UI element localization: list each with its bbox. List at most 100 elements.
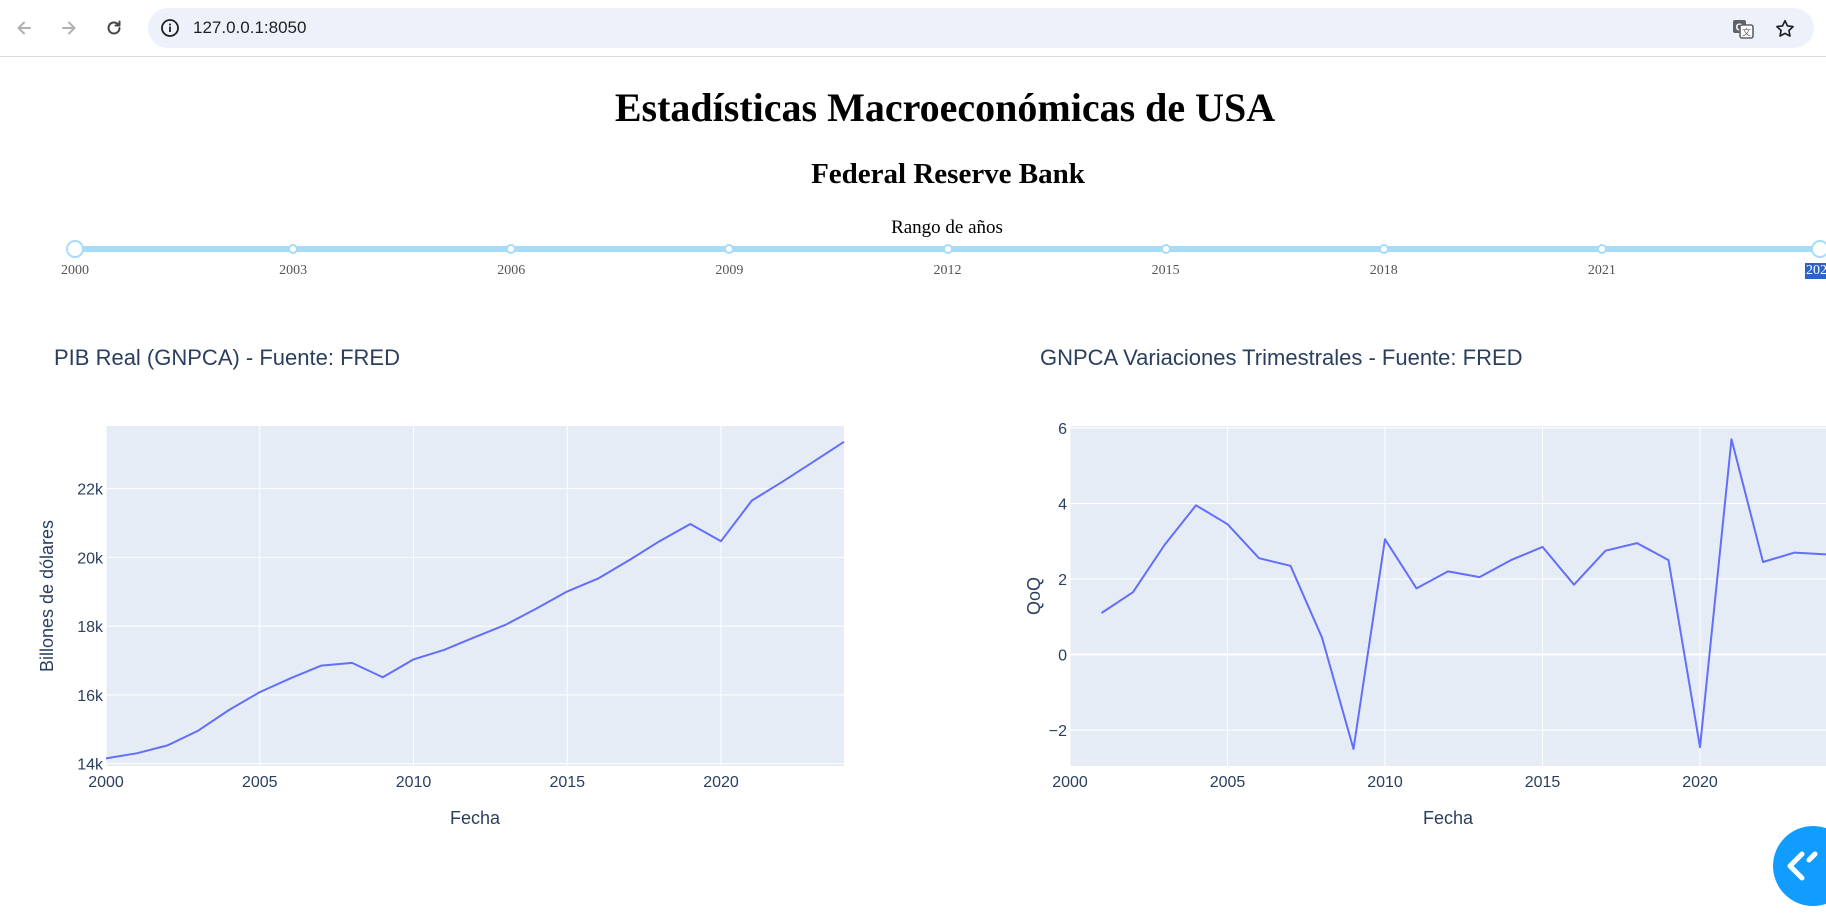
- slider-dot[interactable]: [506, 244, 517, 254]
- data-point[interactable]: [223, 704, 235, 716]
- data-point[interactable]: [1537, 541, 1549, 553]
- data-point[interactable]: [1159, 539, 1171, 551]
- slider-mark-label[interactable]: 2015: [1151, 263, 1180, 278]
- slider-mark-label[interactable]: 2009: [715, 263, 744, 278]
- series-line[interactable]: [1100, 438, 1826, 750]
- data-point[interactable]: [1568, 579, 1580, 591]
- forward-arrow-icon: [62, 21, 76, 35]
- site-info-button[interactable]: [158, 16, 182, 40]
- data-point[interactable]: [1285, 560, 1297, 572]
- chart-svg: GNPCA Variaciones Trimestrales - Fuente:…: [1024, 345, 1826, 828]
- bookmark-button[interactable]: [1772, 16, 1798, 42]
- back-button[interactable]: [8, 12, 40, 44]
- data-point[interactable]: [1631, 537, 1643, 549]
- slider-mark-label[interactable]: 2012: [933, 263, 962, 278]
- chevron-left-icon: [1787, 851, 1818, 881]
- data-point[interactable]: [1442, 565, 1454, 577]
- address-bar[interactable]: 127.0.0.1:8050 G 文: [148, 8, 1814, 48]
- data-point[interactable]: [715, 535, 727, 547]
- star-icon: [1776, 19, 1794, 37]
- data-point[interactable]: [346, 657, 358, 669]
- data-point[interactable]: [1127, 586, 1139, 598]
- page-subtitle: Federal Reserve Bank: [811, 158, 1085, 190]
- data-point[interactable]: [777, 476, 789, 488]
- data-point[interactable]: [1316, 632, 1328, 644]
- data-point[interactable]: [438, 644, 450, 656]
- data-point[interactable]: [315, 660, 327, 672]
- data-point[interactable]: [592, 573, 604, 585]
- data-point[interactable]: [1505, 554, 1517, 566]
- x-tick-label: 2005: [242, 774, 278, 791]
- data-point[interactable]: [1379, 533, 1391, 545]
- slider-dot[interactable]: [288, 244, 299, 254]
- slider-dot[interactable]: [942, 244, 953, 254]
- forward-button[interactable]: [53, 12, 85, 44]
- y-tick-label: 0: [1058, 648, 1067, 665]
- plot-area[interactable]: [106, 426, 844, 766]
- slider-handle-end[interactable]: [1811, 240, 1826, 258]
- slider-dot[interactable]: [1378, 244, 1389, 254]
- data-point[interactable]: [1253, 552, 1265, 564]
- url-text[interactable]: 127.0.0.1:8050: [193, 18, 307, 37]
- data-point[interactable]: [285, 672, 297, 684]
- data-point[interactable]: [1222, 518, 1234, 530]
- data-point[interactable]: [192, 725, 204, 737]
- slider-mark-label[interactable]: 2018: [1369, 263, 1398, 278]
- qoq-line-chart: GNPCA Variaciones Trimestrales - Fuente:…: [1014, 330, 1826, 830]
- series-line[interactable]: [105, 440, 845, 760]
- y-axis-title: QoQ: [1024, 577, 1044, 615]
- slider-dot[interactable]: [1596, 244, 1607, 254]
- data-point[interactable]: [561, 585, 573, 597]
- y-tick-label: 2: [1058, 572, 1067, 589]
- data-point[interactable]: [1789, 547, 1801, 559]
- slider-mark-label[interactable]: 2003: [279, 263, 308, 278]
- data-point[interactable]: [1600, 545, 1612, 557]
- translate-button[interactable]: G 文: [1730, 16, 1756, 42]
- data-point[interactable]: [1190, 499, 1202, 511]
- slider-mark-label[interactable]: 2000: [61, 263, 89, 278]
- data-point[interactable]: [531, 603, 543, 615]
- y-tick-label: 20k: [77, 550, 104, 567]
- data-point[interactable]: [1726, 433, 1738, 445]
- data-point[interactable]: [684, 518, 696, 530]
- data-point[interactable]: [1474, 571, 1486, 583]
- slider-dot[interactable]: [1160, 244, 1171, 254]
- reload-icon: [107, 20, 121, 35]
- chart-title: GNPCA Variaciones Trimestrales - Fuente:…: [1040, 345, 1523, 370]
- y-tick-label: −2: [1049, 723, 1067, 740]
- x-tick-label: 2015: [1525, 774, 1561, 791]
- data-point[interactable]: [469, 631, 481, 643]
- data-point[interactable]: [1348, 743, 1360, 755]
- data-point[interactable]: [807, 456, 819, 468]
- plot-area[interactable]: [1070, 426, 1826, 766]
- data-point[interactable]: [623, 554, 635, 566]
- data-point[interactable]: [131, 747, 143, 759]
- slider-mark-label[interactable]: 2021: [1587, 263, 1616, 278]
- data-point[interactable]: [746, 495, 758, 507]
- data-point[interactable]: [1411, 582, 1423, 594]
- data-point[interactable]: [100, 752, 112, 764]
- slider-mark-label[interactable]: 2006: [497, 263, 526, 278]
- slider-dot[interactable]: [724, 244, 735, 254]
- browser-toolbar: 127.0.0.1:8050 G 文: [0, 0, 1826, 57]
- data-point[interactable]: [1096, 607, 1108, 619]
- data-point[interactable]: [1757, 556, 1769, 568]
- data-point[interactable]: [254, 686, 266, 698]
- data-point[interactable]: [1694, 741, 1706, 753]
- reload-button[interactable]: [98, 12, 130, 44]
- dev-tools-toggle-button[interactable]: [1773, 826, 1826, 906]
- data-point[interactable]: [377, 671, 389, 683]
- x-axis-title: Fecha: [1423, 808, 1474, 828]
- data-point[interactable]: [838, 436, 850, 448]
- back-arrow-icon: [17, 21, 31, 35]
- x-tick-label: 2020: [703, 774, 739, 791]
- x-tick-label: 2005: [1210, 774, 1246, 791]
- slider-handle-start[interactable]: [66, 240, 84, 258]
- data-point[interactable]: [1663, 554, 1675, 566]
- data-point[interactable]: [654, 535, 666, 547]
- data-point[interactable]: [408, 653, 420, 665]
- data-point[interactable]: [162, 739, 174, 751]
- data-point[interactable]: [500, 619, 512, 631]
